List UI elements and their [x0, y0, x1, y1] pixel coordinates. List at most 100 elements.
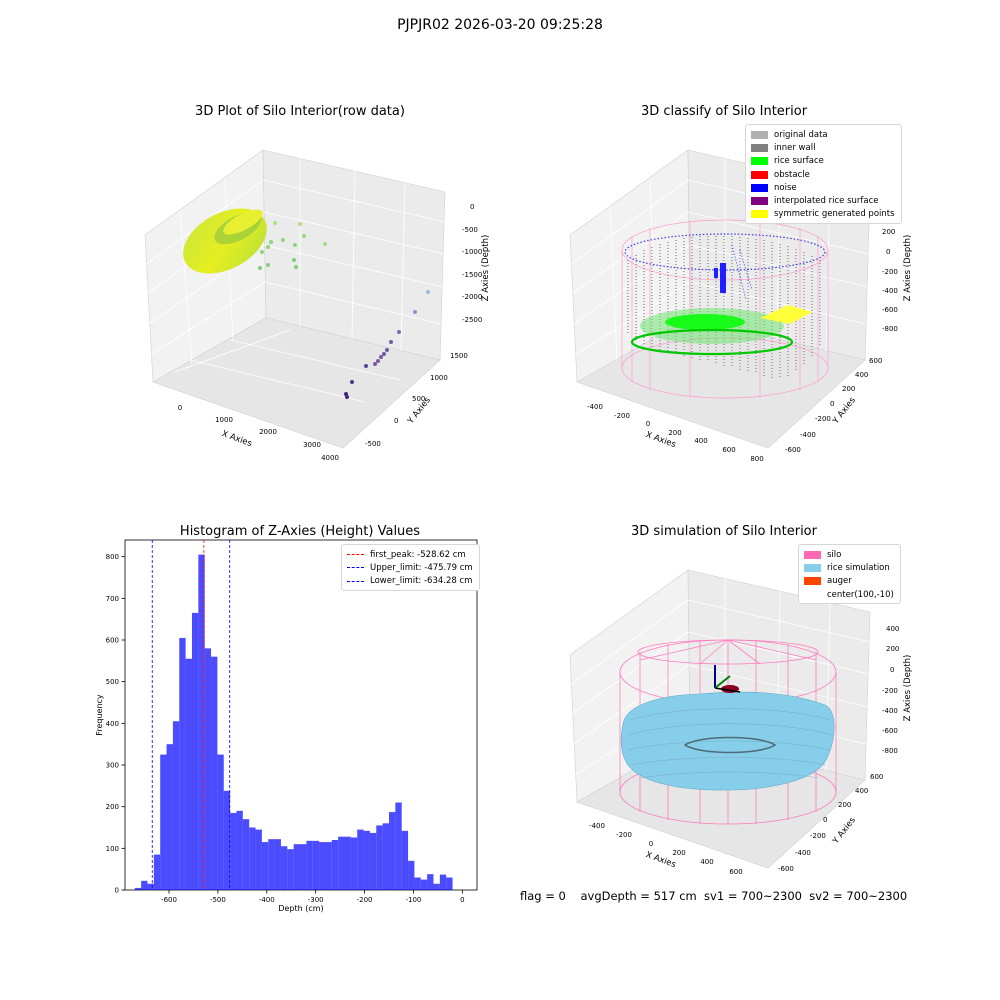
raw-x-tick: 3000 — [303, 441, 321, 449]
legend-swatch — [751, 210, 768, 219]
histogram-bar — [420, 879, 428, 890]
classify-symmetric-points — [760, 305, 812, 324]
histogram-bar — [255, 829, 262, 890]
raw-3d-plot: 0 1000 2000 3000 4000 -500 0 500 1000 15… — [144, 149, 491, 462]
raw-x-tick: 1000 — [215, 416, 233, 424]
legend-label: noise — [774, 182, 797, 193]
legend-label: symmetric generated points — [774, 209, 895, 220]
histogram-bar — [211, 656, 218, 890]
histogram-bar — [268, 839, 275, 890]
histogram-bar — [331, 840, 339, 890]
histogram-bar — [433, 883, 440, 890]
simulation-surface-ridge — [683, 736, 777, 754]
histogram-bar — [446, 877, 453, 890]
simulation-x-tick: 400 — [700, 858, 713, 866]
histogram-bar — [350, 837, 358, 890]
classify-z-tick: -600 — [882, 306, 898, 314]
simulation-z-tick: 0 — [890, 666, 894, 674]
simulation-y-tick: -600 — [778, 865, 794, 873]
legend-label: interpolated rice surface — [774, 196, 879, 207]
simulation-y-tick: 200 — [838, 801, 851, 809]
histogram-x-tick-label: -100 — [405, 896, 421, 904]
histogram-x-tick-label: 0 — [460, 896, 464, 904]
histogram-x-tick-label: -200 — [357, 896, 373, 904]
classify-silo-wireframe — [621, 219, 829, 399]
histogram-bar — [134, 887, 142, 890]
classify-y-tick: 400 — [855, 371, 868, 379]
histogram-bar — [312, 840, 320, 890]
histogram-chart: -600 -500 -400 -300 -200 -100 0 0 100 200 300 400 5… — [95, 539, 478, 913]
histogram-x-ticks: -600 -500 -400 -300 -200 -100 0 — [161, 890, 465, 904]
histogram-y-ticks: 0 100 200 300 400 500 600 700 800 — [106, 553, 125, 895]
simulation-x-tick: 0 — [649, 840, 653, 848]
histogram-x-label: Depth (cm) — [278, 904, 323, 913]
simulation-z-tick: 200 — [886, 645, 899, 653]
histogram-y-tick-label: 600 — [106, 637, 119, 645]
legend-line — [347, 567, 364, 569]
raw-y-tick: 0 — [394, 417, 398, 425]
legend-entry-silo: silo — [804, 548, 894, 561]
legend-label: obstacle — [774, 169, 810, 180]
legend-entry-auger: auger — [804, 575, 894, 588]
legend-entry-center: center(100,-10) — [804, 588, 894, 601]
simulation-y-label: Y Axies — [830, 815, 858, 847]
histogram-bar — [325, 842, 332, 890]
histogram-x-tick-label: -600 — [161, 896, 177, 904]
histogram-bar — [160, 754, 167, 890]
legend-label: auger — [827, 576, 852, 587]
raw-y-tick: 1000 — [430, 374, 448, 382]
histogram-bar — [306, 840, 313, 890]
simulation-y-tick: -200 — [810, 832, 826, 840]
legend-entry-obstacle: obstacle — [751, 168, 895, 181]
legend-entry-upper-limit: Upper_limit: -475.79 cm — [347, 561, 473, 574]
classify-y-tick: -600 — [785, 446, 801, 454]
classify-z-tick: -200 — [882, 268, 898, 276]
figure-title: PJPJR02 2026-03-20 09:25:28 — [397, 17, 603, 33]
histogram-x-tick-label: -500 — [210, 896, 226, 904]
histogram-y-tick-label: 800 — [106, 553, 119, 561]
simulation-z-tick: -600 — [882, 727, 898, 735]
status-footer: flag = 0 avgDepth = 517 cm sv1 = 700~230… — [520, 889, 908, 903]
classify-y-tick: 200 — [842, 385, 855, 393]
legend-entry-inner-wall: inner wall — [751, 141, 895, 154]
simulation-panel-title: 3D simulation of Silo Interior — [631, 524, 817, 539]
legend-line — [347, 580, 364, 582]
histogram-bar — [376, 825, 383, 890]
legend-swatch — [751, 197, 768, 206]
simulation-legend: silo rice simulation auger center(100,-1… — [798, 544, 901, 605]
histogram-bar — [382, 823, 389, 890]
histogram-y-tick-label: 100 — [106, 845, 119, 853]
simulation-z-tick: -800 — [882, 747, 898, 755]
histogram-bar — [357, 829, 364, 890]
histogram-bar — [230, 812, 237, 890]
simulation-y-tick: -400 — [795, 849, 811, 857]
histogram-bar — [280, 846, 288, 890]
raw-z-tick: -2500 — [462, 316, 482, 324]
legend-entry-first-peak: first_peak: -528.62 cm — [347, 548, 473, 561]
raw-x-tick: 2000 — [259, 428, 277, 436]
raw-grid — [144, 158, 446, 403]
histogram-bar — [293, 844, 301, 890]
histogram-bar — [236, 810, 243, 890]
simulation-x-tick: 200 — [672, 849, 685, 857]
classify-panel-title: 3D classify of Silo Interior — [640, 104, 808, 119]
simulation-x-tick: 600 — [729, 868, 742, 876]
histogram-bar — [414, 877, 421, 890]
legend-entry-rice-surface: rice surface — [751, 155, 895, 168]
histogram-bar — [141, 880, 148, 890]
legend-label: first_peak: -528.62 cm — [370, 549, 466, 560]
raw-floor-pane — [152, 317, 441, 449]
legend-swatch — [751, 183, 768, 192]
histogram-bar — [185, 658, 192, 890]
legend-entry-lower-limit: Lower_limit: -634.28 cm — [347, 575, 473, 588]
simulation-auger — [714, 665, 741, 693]
legend-entry-noise: noise — [751, 181, 895, 194]
legend-label: inner wall — [774, 142, 816, 153]
classify-z-label: Z Axies (Depth) — [903, 235, 913, 302]
raw-z-tick: -2000 — [462, 293, 482, 301]
histogram-bar — [300, 844, 307, 890]
histogram-bar — [401, 830, 409, 890]
classify-noise-cluster — [714, 244, 753, 301]
histogram-bar — [389, 812, 396, 890]
histogram-bar — [369, 832, 377, 890]
